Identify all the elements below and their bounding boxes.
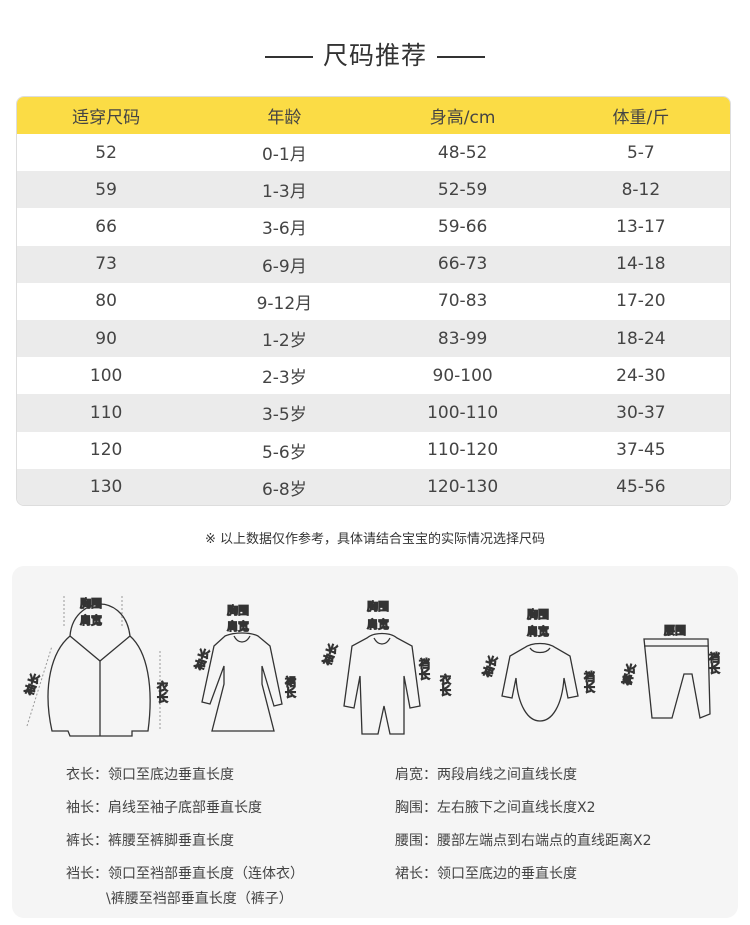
table-cell: 59	[95, 179, 117, 200]
label-pants: 裤长	[619, 662, 638, 687]
title-rule-left	[264, 56, 313, 58]
table-cell: 8-12	[621, 179, 661, 200]
definition-crotch-pants: \裤腰至裆部垂直长度（裤子）	[106, 891, 293, 907]
label-chest: 胸围	[367, 599, 389, 613]
table-cell: 5-6岁	[261, 442, 307, 463]
table-cell: 45-56	[616, 477, 666, 498]
table-cell: 90	[95, 328, 117, 349]
label-waist: 腰围	[664, 624, 686, 637]
definition-waist: 腰围：腰部左端点到右端点的直线距离X2	[395, 833, 652, 849]
table-cell: 130	[89, 477, 123, 498]
label-shoulder: 肩宽	[227, 619, 249, 633]
definition-crotch: 裆长：领口至裆部垂直长度（连体衣）	[66, 866, 304, 882]
table-cell: 73	[95, 254, 117, 275]
definition-pants: 裤长：裤腰至裤脚垂直长度	[66, 833, 234, 849]
table-cell: 1-3月	[261, 182, 307, 203]
table-row: 120 5-6岁 110-120 37-45	[17, 431, 730, 469]
label-crotch: 裆长	[708, 652, 721, 674]
header-cell: 年龄	[267, 108, 302, 128]
table-cell: 2-3岁	[261, 368, 307, 389]
bodysuit-icon	[501, 642, 579, 722]
table-cell: 0-1月	[261, 145, 307, 166]
table-row: 90 1-2岁 83-99 18-24	[17, 319, 730, 358]
header-cell: 体重/斤	[612, 108, 670, 128]
label-crotch: 裆长	[583, 671, 596, 693]
definition-skirt: 裙长：领口至底边的垂直长度	[395, 866, 577, 882]
romper-icon	[343, 632, 421, 735]
table-cell: 14-18	[616, 254, 666, 275]
table-cell: 80	[95, 291, 117, 312]
label-sleeve: 袖长	[22, 672, 43, 697]
label-crotch: 裆长	[418, 658, 431, 680]
table-cell: 52-59	[437, 179, 488, 200]
table-row: 73 6-9月 66-73 14-18	[17, 245, 730, 283]
dress-icon	[201, 632, 283, 732]
title-rule-right	[437, 56, 485, 58]
label-shoulder: 肩宽	[80, 613, 102, 627]
table-cell: 24-30	[616, 365, 666, 386]
table-row: 80 9-12月 70-83 17-20	[17, 282, 730, 320]
table-row: 100 2-3岁 90-100 24-30	[17, 357, 730, 395]
label-sleeve: 袖长	[480, 654, 501, 679]
table-cell: 70-83	[437, 291, 488, 312]
table-cell: 3-5岁	[261, 405, 307, 426]
table-cell: 120-130	[427, 477, 499, 498]
table-cell: 30-37	[616, 402, 666, 423]
table-cell: 100-110	[427, 402, 499, 423]
label-shoulder: 肩宽	[367, 617, 389, 631]
table-row: 110 3-5岁 100-110 30-37	[17, 394, 730, 432]
table-row: 130 6-8岁 120-130 45-56	[17, 468, 730, 505]
table-cell: 17-20	[616, 291, 666, 312]
label-shoulder: 肩宽	[527, 624, 549, 638]
table-header: 适穿尺码 年龄 身高/cm 体重/斤	[17, 97, 730, 134]
table-cell: 37-45	[616, 440, 666, 461]
label-chest: 胸围	[80, 596, 102, 610]
garment-illustrations: 胸围 肩宽 衣长 袖长 胸围 肩宽 裙长 袖长 胸围 肩宽 裆长 衣长 袖长 胸…	[21, 595, 721, 737]
table-cell: 3-6月	[261, 219, 307, 240]
label-chest: 胸围	[527, 607, 549, 621]
pants-icon	[643, 638, 711, 719]
table-row: 52 0-1月 48-52 5-7	[17, 134, 730, 172]
table-cell: 6-9月	[261, 256, 307, 277]
definition-chest: 胸围：左右腋下之间直线长度X2	[395, 800, 596, 816]
disclaimer-note: ※ 以上数据仅作参考，具体请结合宝宝的实际情况选择尺码	[204, 532, 546, 547]
table-cell: 90-100	[432, 365, 493, 386]
label-skirt: 裙长	[284, 676, 297, 698]
label-length: 衣长	[156, 680, 169, 703]
definition-length: 衣长：领口至底边垂直长度	[66, 767, 234, 783]
table-cell: 110	[89, 402, 123, 423]
table-cell: 5-7	[626, 142, 655, 163]
table-cell: 9-12月	[256, 293, 313, 314]
definition-shoulder: 肩宽：两段肩线之间直线长度	[395, 767, 577, 783]
table-cell: 1-2岁	[261, 331, 307, 352]
table-cell: 120	[89, 440, 123, 461]
label-length: 衣长	[439, 673, 452, 696]
header-cell: 身高/cm	[429, 108, 496, 128]
label-sleeve: 袖长	[320, 642, 341, 667]
table-cell: 59-66	[437, 216, 488, 237]
table-body: 52 0-1月 48-52 5-7 59 1-3月 52-59 8-12 66 3-6月 59-66…	[17, 134, 730, 505]
table-cell: 110-120	[427, 440, 499, 461]
table-row: 66 3-6月 59-66 13-17	[17, 208, 730, 246]
header-cell: 适穿尺码	[72, 108, 141, 128]
measurement-guide: 胸围 肩宽 衣长 袖长 胸围 肩宽 裙长 袖长 胸围 肩宽 裆长 衣长 袖长 胸…	[12, 566, 738, 918]
definition-sleeve: 袖长：肩线至袖子底部垂直长度	[66, 800, 262, 816]
table-cell: 83-99	[437, 328, 488, 349]
table-cell: 6-8岁	[261, 479, 307, 500]
jacket-icon	[47, 603, 151, 737]
table-cell: 18-24	[616, 328, 666, 349]
table-cell: 100	[89, 365, 123, 386]
size-table: 适穿尺码 年龄 身高/cm 体重/斤 52 0-1月 48-52 5-7 59 1-3月 5…	[16, 96, 731, 506]
table-row: 59 1-3月 52-59 8-12	[17, 171, 730, 209]
table-cell: 48-52	[437, 142, 488, 163]
table-cell: 52	[95, 142, 117, 163]
title-text: 尺码推荐	[322, 41, 427, 70]
table-cell: 66	[95, 216, 117, 237]
label-chest: 胸围	[227, 603, 249, 617]
page-title: 尺码推荐	[0, 36, 750, 72]
table-cell: 66-73	[437, 254, 488, 275]
table-cell: 13-17	[616, 216, 666, 237]
